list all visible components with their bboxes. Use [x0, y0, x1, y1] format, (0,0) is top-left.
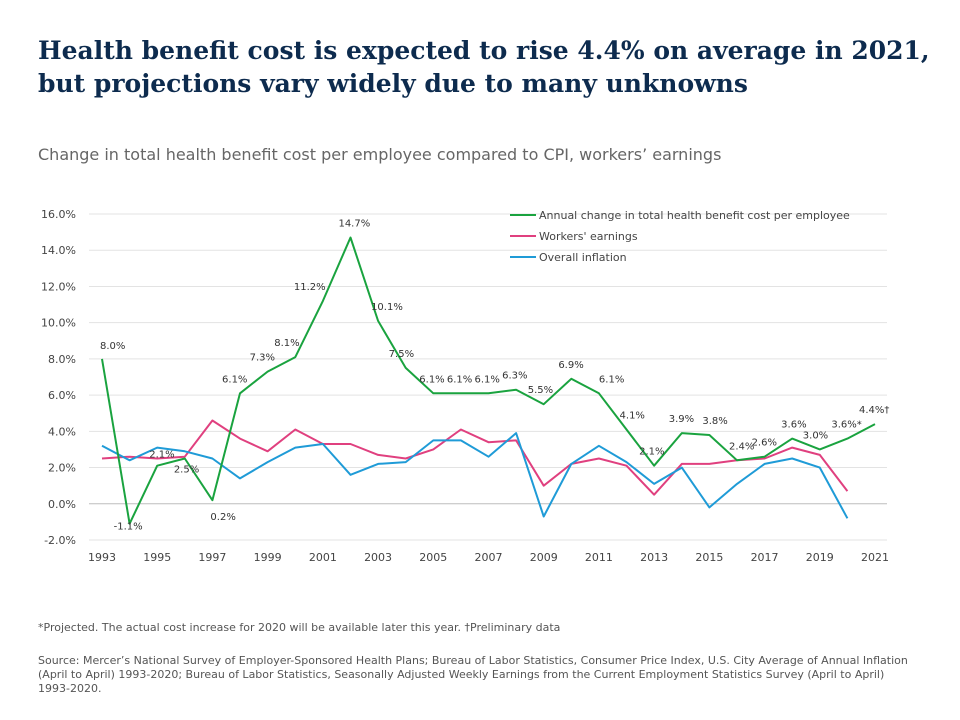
x-tick-label: 1997	[198, 551, 226, 564]
data-label: 4.4%†	[859, 405, 889, 416]
data-label: 3.8%	[702, 416, 727, 427]
data-label: 5.5%	[528, 385, 553, 396]
data-label: 11.2%	[294, 282, 326, 293]
legend-label: Annual change in total health benefit co…	[539, 209, 850, 222]
x-tick-label: 2015	[695, 551, 723, 564]
line-chart: 16.0% 14.0% 12.0% 10.0% 8.0% 6.0% 4.0% 2.0% 0.0%…	[41, 208, 889, 564]
series-line-2	[101, 419, 849, 496]
y-tick-label: 14.0%	[41, 244, 76, 257]
y-tick-label: -2.0%	[44, 534, 76, 547]
data-label: 6.9%	[558, 360, 583, 371]
data-label: 6.1%	[599, 374, 624, 385]
y-axis-tick-labels: 16.0% 14.0% 12.0% 10.0% 8.0% 6.0% 4.0% 2.0% 0.0%…	[41, 208, 76, 547]
series-line-3	[101, 432, 849, 519]
x-tick-label: 2007	[475, 551, 503, 564]
chart-title-line-1: Health benefit cost is expected to rise …	[38, 36, 930, 65]
y-tick-label: 0.0%	[48, 498, 76, 511]
x-tick-label: 2003	[364, 551, 392, 564]
x-tick-label: 2005	[419, 551, 447, 564]
series-line-1	[101, 236, 876, 525]
grid-lines	[89, 213, 887, 541]
data-label: 3.6%	[781, 420, 806, 431]
series-lines	[101, 236, 876, 525]
y-tick-label: 10.0%	[41, 317, 76, 330]
data-label: 8.0%	[100, 341, 125, 352]
legend-item: Workers' earnings	[510, 230, 638, 243]
legend-item: Overall inflation	[510, 251, 627, 264]
legend-label: Workers' earnings	[539, 230, 638, 243]
x-tick-label: 1993	[88, 551, 116, 564]
x-tick-label: 1999	[254, 551, 282, 564]
x-tick-label: 2009	[530, 551, 558, 564]
x-tick-label: 2013	[640, 551, 668, 564]
data-label: 2.1%	[149, 450, 174, 461]
data-label: 7.3%	[250, 353, 275, 364]
data-label: 10.1%	[371, 302, 403, 313]
data-label: 3.9%	[669, 414, 694, 425]
source-note: Source: Mercer’s National Survey of Empl…	[38, 654, 908, 695]
legend-label: Overall inflation	[539, 251, 627, 264]
data-label: 4.1%	[620, 411, 645, 422]
data-labels: 8.0%-1.1%2.1%2.5%0.2%6.1%7.3%8.1%11.2%14…	[100, 219, 889, 533]
x-tick-label: 2017	[751, 551, 779, 564]
x-axis-tick-labels: 1993 1995 1997 1999 2001 2003 2005 2007 2009 2011…	[88, 551, 889, 564]
data-label: 6.1%	[447, 374, 472, 385]
x-tick-label: 1995	[143, 551, 171, 564]
x-tick-label: 2001	[309, 551, 337, 564]
data-label: 3.0%	[803, 430, 828, 441]
data-label: 6.3%	[502, 371, 527, 382]
y-tick-label: 16.0%	[41, 208, 76, 221]
chart-subtitle: Change in total health benefit cost per …	[38, 145, 722, 164]
y-tick-label: 4.0%	[48, 425, 76, 438]
data-label: 14.7%	[338, 219, 370, 230]
data-label: 2.4%	[729, 441, 754, 452]
x-tick-label: 2011	[585, 551, 613, 564]
footnote: *Projected. The actual cost increase for…	[38, 621, 561, 634]
data-label: 2.5%	[174, 465, 199, 476]
y-tick-label: 8.0%	[48, 353, 76, 366]
data-label: 3.6%*	[831, 420, 861, 431]
y-tick-label: 6.0%	[48, 389, 76, 402]
legend-item: Annual change in total health benefit co…	[510, 209, 850, 222]
chart-title: Health benefit cost is expected to rise …	[38, 34, 938, 100]
data-label: 7.5%	[389, 349, 414, 360]
data-label: 2.6%	[752, 438, 777, 449]
y-tick-label: 2.0%	[48, 462, 76, 475]
legend: Annual change in total health benefit co…	[510, 209, 850, 264]
y-tick-label: 12.0%	[41, 280, 76, 293]
x-tick-label: 2019	[806, 551, 834, 564]
chart-title-line-2: but projections vary widely due to many …	[38, 69, 748, 98]
data-label: 8.1%	[274, 338, 299, 349]
data-label: 6.1%	[475, 374, 500, 385]
data-label: 2.1%	[639, 447, 664, 458]
data-label: -1.1%	[114, 522, 143, 533]
data-label: 6.1%	[222, 374, 247, 385]
data-label: 0.2%	[210, 512, 235, 523]
x-tick-label: 2021	[861, 551, 889, 564]
data-label: 6.1%	[419, 374, 444, 385]
